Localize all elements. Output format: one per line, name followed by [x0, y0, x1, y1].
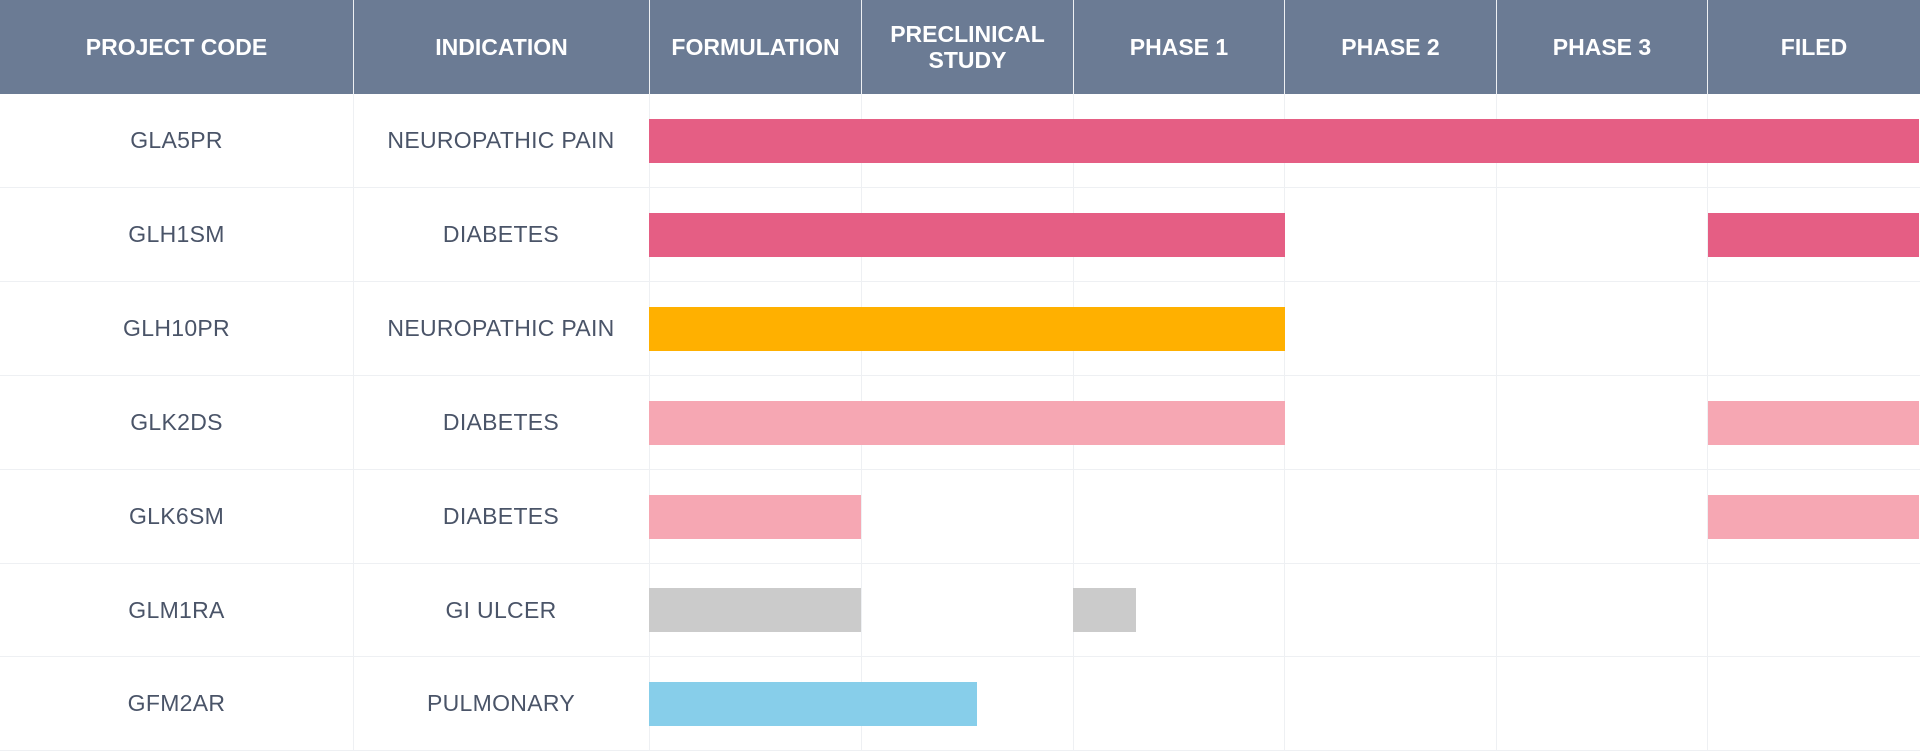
indication-cell: NEUROPATHIC PAIN	[387, 314, 615, 341]
column-divider	[353, 94, 354, 751]
progress-bar	[649, 400, 1285, 445]
row-divider	[0, 656, 1920, 657]
progress-bar	[649, 212, 1285, 257]
row-divider	[0, 469, 1920, 470]
header-cell: PHASE 1	[1073, 0, 1284, 94]
header-label: PHASE 3	[1552, 34, 1652, 60]
progress-bar	[1072, 588, 1137, 633]
header-label: FORMULATION	[671, 34, 840, 60]
project-code-cell: GLK6SM	[128, 502, 225, 529]
header-cell: INDICATION	[353, 0, 649, 94]
header-label: PROJECT CODE	[85, 34, 268, 60]
indication-cell: DIABETES	[442, 220, 560, 247]
project-code-cell: GLA5PR	[130, 127, 223, 153]
project-code-cell: GLM1RA	[128, 596, 225, 623]
header-label: FILED	[1780, 34, 1848, 60]
indication-cell: DIABETES	[442, 408, 560, 435]
header-label: INDICATION	[435, 34, 568, 60]
progress-bar	[1708, 494, 1919, 539]
progress-bar	[649, 682, 978, 727]
project-code-cell: GLH1SM	[128, 220, 225, 247]
header-label: PHASE 2	[1341, 34, 1440, 60]
header-label: PHASE 1	[1129, 34, 1229, 60]
row-divider	[0, 563, 1920, 564]
indication-cell: GI ULCER	[445, 596, 557, 623]
header-cell: PRECLINICAL STUDY	[861, 0, 1073, 94]
column-divider	[1496, 94, 1497, 751]
header-cell: FORMULATION	[649, 0, 861, 94]
row-divider	[0, 281, 1920, 282]
row-divider	[0, 187, 1920, 188]
column-divider	[1707, 94, 1708, 751]
indication-cell: NEUROPATHIC PAIN	[387, 127, 615, 153]
progress-bar	[649, 494, 861, 539]
progress-bar	[1708, 400, 1919, 445]
row-divider	[0, 375, 1920, 376]
progress-bar	[649, 588, 861, 633]
progress-bar	[1708, 212, 1919, 257]
project-code-cell: GFM2AR	[127, 690, 226, 717]
header-cell: PHASE 3	[1496, 0, 1707, 94]
indication-cell: DIABETES	[442, 502, 560, 529]
project-code-cell: GLK2DS	[130, 408, 223, 435]
project-code-cell: GLH10PR	[123, 314, 230, 341]
column-divider	[1284, 94, 1285, 751]
header-cell: PROJECT CODE	[0, 0, 353, 94]
progress-bar	[649, 306, 1285, 351]
header-label: PRECLINICAL STUDY	[890, 21, 1045, 73]
header-cell: FILED	[1707, 0, 1920, 94]
progress-bar	[649, 118, 1919, 163]
indication-cell: PULMONARY	[427, 690, 575, 717]
header-cell: PHASE 2	[1284, 0, 1496, 94]
